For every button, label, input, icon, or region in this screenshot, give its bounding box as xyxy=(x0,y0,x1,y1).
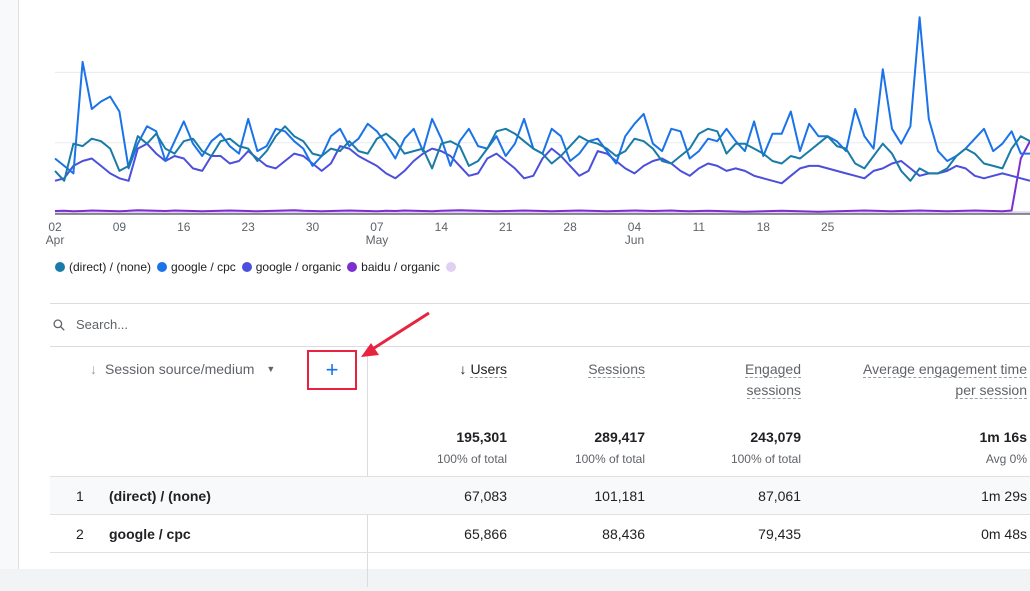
x-tick-label: 04 xyxy=(628,220,642,234)
total-users-sub: 100% of total xyxy=(436,452,507,466)
search-bar[interactable]: Search... xyxy=(52,317,128,332)
dimension-header[interactable]: ↓ Session source/medium ▼ xyxy=(90,361,275,377)
column-header-avg-engagement[interactable]: Average engagement time per session xyxy=(815,359,1027,401)
table-row-partial xyxy=(50,552,1030,591)
x-tick-label: 18 xyxy=(757,220,771,234)
sort-arrow-icon: ↓ xyxy=(459,361,471,377)
row-index: 2 xyxy=(76,526,84,542)
x-tick-label: 09 xyxy=(113,220,127,234)
series-line xyxy=(54,142,1030,185)
sort-arrow-icon: ↓ xyxy=(90,361,97,377)
x-tick-label: 11 xyxy=(693,220,706,234)
x-tick-label: 28 xyxy=(563,220,577,234)
row-users: 67,083 xyxy=(464,488,507,504)
x-month-label: Jun xyxy=(625,233,644,247)
add-dimension-button[interactable]: + xyxy=(307,350,357,390)
users-header-label: Users xyxy=(470,361,507,378)
x-month-label: May xyxy=(366,233,389,247)
row-avg: 0m 48s xyxy=(981,526,1027,542)
dropdown-icon[interactable]: ▼ xyxy=(266,364,276,374)
table-row[interactable]: 2 google / cpc 65,866 88,436 79,435 0m 4… xyxy=(50,514,1030,553)
column-header-engaged-sessions[interactable]: Engaged sessions xyxy=(670,359,801,401)
x-month-label: Apr xyxy=(46,233,65,247)
total-users: 195,301 xyxy=(456,429,507,445)
x-tick-label: 25 xyxy=(821,220,835,234)
legend-dot xyxy=(55,262,65,272)
total-sessions-sub: 100% of total xyxy=(574,452,645,466)
chart-legend: (direct) / (none) google / cpc google / … xyxy=(55,260,466,274)
legend-label: google / organic xyxy=(255,260,342,274)
series-line xyxy=(54,125,1030,182)
avg-header-line2: per session xyxy=(955,382,1027,399)
legend-dot xyxy=(241,262,252,272)
column-header-sessions[interactable]: Sessions xyxy=(530,359,645,380)
divider xyxy=(50,303,1030,304)
legend-dot xyxy=(445,262,456,272)
divider xyxy=(50,346,1030,347)
row-engaged: 79,435 xyxy=(758,526,801,542)
legend-label: google / cpc xyxy=(171,260,236,274)
legend-dot xyxy=(157,262,168,272)
total-sessions: 289,417 xyxy=(594,429,645,445)
column-divider xyxy=(367,347,368,587)
legend-item-other[interactable] xyxy=(445,262,460,272)
legend-dot xyxy=(347,262,358,272)
total-avg: 1m 16s xyxy=(979,429,1027,445)
column-header-users[interactable]: ↓ Users xyxy=(390,359,507,380)
search-input[interactable]: Search... xyxy=(76,317,129,332)
legend-label: (direct) / (none) xyxy=(69,260,152,274)
x-tick-label: 02 xyxy=(48,220,62,234)
engaged-header-line2: sessions xyxy=(746,382,801,399)
sessions-header-label: Sessions xyxy=(588,361,645,378)
annotation-arrow xyxy=(361,311,430,357)
sidebar-strip xyxy=(0,0,19,569)
series-line xyxy=(54,140,1030,213)
total-engaged: 243,079 xyxy=(750,429,801,445)
legend-item-baidu-organic[interactable]: baidu / organic xyxy=(347,260,440,274)
row-avg: 1m 29s xyxy=(981,488,1027,504)
report-card: 02 Apr 09 16 23 30 07 May 14 21 28 04 Jun 11 18 25 (dir… xyxy=(19,0,1030,587)
engaged-header-line1: Engaged xyxy=(744,361,801,378)
x-tick-label: 07 xyxy=(370,220,384,234)
legend-item-google-organic[interactable]: google / organic xyxy=(241,260,342,274)
avg-header-line1: Average engagement time xyxy=(863,361,1027,378)
row-sessions: 101,181 xyxy=(594,488,645,504)
total-avg-sub: Avg 0% xyxy=(985,452,1027,466)
row-source[interactable]: google / cpc xyxy=(109,526,191,542)
dimension-label: Session source/medium xyxy=(105,361,255,377)
legend-item-google-cpc[interactable]: google / cpc xyxy=(157,260,236,274)
legend-label: baidu / organic xyxy=(361,260,440,274)
table-row[interactable]: 1 (direct) / (none) 67,083 101,181 87,06… xyxy=(50,476,1030,515)
row-index: 1 xyxy=(76,488,84,504)
row-source[interactable]: (direct) / (none) xyxy=(109,488,211,504)
x-tick-label: 21 xyxy=(499,220,513,234)
total-engaged-sub: 100% of total xyxy=(730,452,801,466)
x-tick-label: 16 xyxy=(177,220,191,234)
x-tick-label: 14 xyxy=(435,220,449,234)
legend-item-direct[interactable]: (direct) / (none) xyxy=(55,260,151,274)
row-users: 65,866 xyxy=(464,526,507,542)
row-sessions: 88,436 xyxy=(602,526,645,542)
x-tick-label: 30 xyxy=(306,220,320,234)
search-icon xyxy=(53,318,65,331)
x-tick-label: 23 xyxy=(241,220,255,234)
row-engaged: 87,061 xyxy=(758,488,801,504)
